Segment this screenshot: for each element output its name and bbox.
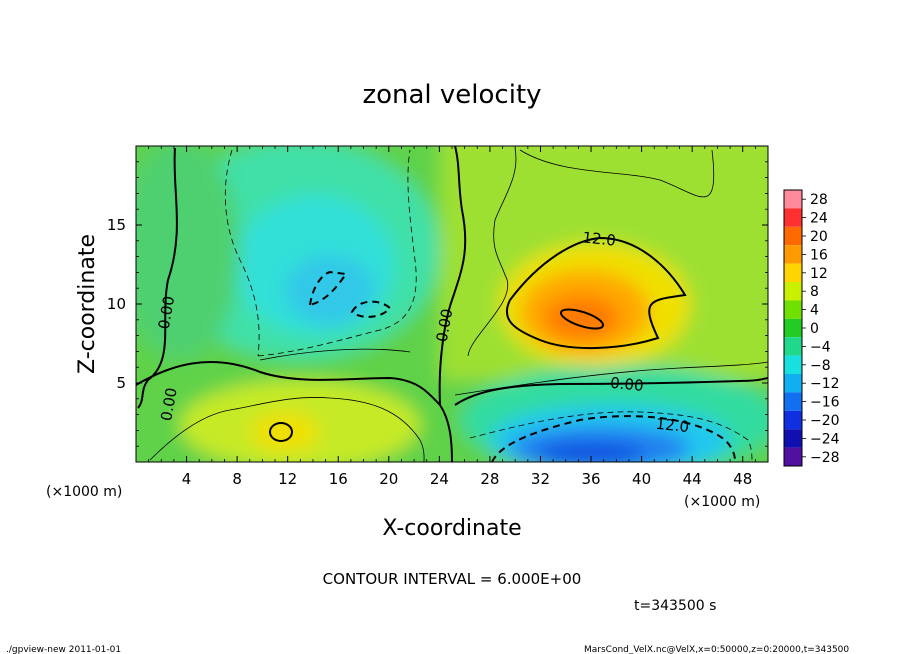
colorbar: 28 24 20 16 12 8 4 0 −4 −8 −12 −16 −20 −24 −28 [783, 189, 840, 467]
x-unit-right: (×1000 m) [684, 494, 760, 510]
lower-left-contour [269, 422, 293, 442]
x-tick-label: 12 [278, 470, 297, 488]
colorbar-label: −28 [810, 450, 840, 466]
x-tick-label: 20 [379, 470, 398, 488]
colorbar-label: 16 [810, 247, 828, 263]
y-tick-label: 5 [116, 374, 126, 392]
colorbar-swatch [784, 282, 802, 301]
colorbar-swatch [784, 300, 802, 319]
colorbar-swatch [784, 263, 802, 282]
colorbar-label: −12 [810, 376, 840, 392]
zero-contour-main [136, 146, 467, 408]
twelve-contour-jet [505, 236, 687, 349]
dashed-contours [224, 149, 753, 462]
colorbar-swatch [784, 190, 802, 209]
colorbar-label: 12 [810, 266, 828, 282]
colorbar-label: −8 [810, 358, 831, 374]
x-tick-label: 24 [430, 470, 449, 488]
x-tick-label: 44 [683, 470, 702, 488]
colorbar-swatch [784, 355, 802, 374]
colorbar-swatch [784, 410, 802, 430]
colorbar-label: −16 [810, 395, 840, 411]
x-tick-label: 40 [632, 470, 651, 488]
contour-interval-text: CONTOUR INTERVAL = 6.000E+00 [323, 570, 582, 588]
plot-area: 12.0 0.00 12.0 0.00 0.00 0.00 [136, 146, 768, 462]
colorbar-label: −24 [810, 431, 840, 447]
colorbar-swatch [784, 429, 802, 448]
zero-contour-lower [439, 404, 453, 462]
colorbar-label: −20 [810, 413, 840, 429]
field-left-blue [285, 255, 375, 325]
colorbar-swatch [784, 245, 802, 264]
colorbar-label: 20 [810, 229, 828, 245]
colorbar-label: 28 [810, 192, 828, 208]
thick-contours [136, 146, 768, 462]
y-tick-label: 10 [107, 295, 126, 313]
field-lower-right-deep [535, 443, 645, 462]
contour-label: 0.00 [609, 374, 644, 395]
field-lower-left-gold [250, 412, 320, 452]
zero-contour-right [454, 377, 768, 406]
field-upper-left-green [136, 146, 240, 360]
colorbar-label: 0 [810, 321, 819, 337]
x-tick-label: 8 [232, 470, 242, 488]
thin-contours [149, 147, 768, 462]
footer-left: ./gpview-new 2011-01-01 [6, 645, 121, 654]
thick-dashed-contours [308, 270, 736, 462]
colorbar-swatch [784, 447, 802, 466]
jet-core-contour [559, 308, 605, 330]
colorbar-label: 24 [810, 211, 828, 227]
chart-title: zonal velocity [362, 80, 541, 110]
field-jet-core [544, 296, 620, 340]
x-tick-label: 16 [329, 470, 348, 488]
colorbar-swatch [784, 226, 802, 246]
time-text: t=343500 s [634, 598, 716, 614]
contour-label: 12.0 [655, 415, 690, 436]
colorbar-swatch [784, 337, 802, 356]
contour-label-group: 12.0 0.00 12.0 0.00 0.00 0.00 [155, 228, 690, 436]
x-tick-label: 48 [733, 470, 752, 488]
zero-contour-left [137, 147, 178, 409]
colorbar-label: 8 [810, 284, 819, 300]
colorbar-swatch [784, 392, 802, 411]
colorbar-label: −4 [810, 339, 831, 355]
footer-right: MarsCond_VelX.nc@VelX,x=0:50000,z=0:2000… [584, 645, 849, 654]
x-tick-label: 28 [480, 470, 499, 488]
colorbar-label: 4 [810, 303, 819, 319]
x-axis-label: X-coordinate [382, 516, 521, 541]
y-tick-label: 15 [107, 216, 126, 234]
x-tick-label: 36 [581, 470, 600, 488]
x-tick-label: 4 [182, 470, 192, 488]
colorbar-swatch [784, 318, 802, 338]
contour-label: 12.0 [582, 228, 617, 249]
contour-label: 0.00 [433, 307, 457, 343]
contour-label: 0.00 [155, 295, 179, 331]
y-axis-label: Z-coordinate [75, 234, 100, 374]
colorbar-swatch [784, 374, 802, 393]
contour-label: 0.00 [157, 386, 181, 422]
x-tick-label: 32 [531, 470, 550, 488]
x-unit-left: (×1000 m) [46, 484, 122, 500]
colorbar-swatch [784, 208, 802, 227]
